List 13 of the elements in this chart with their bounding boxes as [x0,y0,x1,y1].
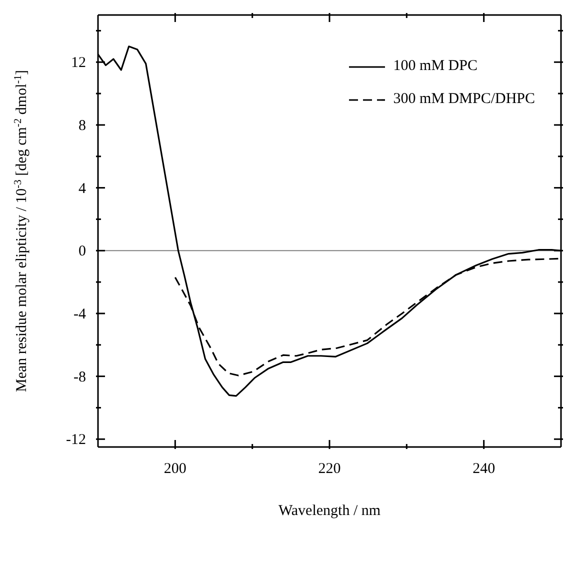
y-tick-label: -4 [74,306,86,322]
x-tick-label: 200 [164,461,186,477]
y-tick-label: 4 [78,180,86,197]
x-tick-label: 220 [318,461,341,477]
x-tick-label: 240 [472,461,496,477]
y-tick-label: 12 [71,55,86,72]
y-tick-label: 0 [78,244,86,260]
legend-label: 100 mM DPC [393,58,478,75]
y-tick-label: 8 [78,118,86,134]
legend-label: 300 mM DMPC/DHPC [393,91,535,108]
y-tick-label: -12 [66,432,86,448]
x-axis-title: Wavelength / nm [278,503,381,519]
y-tick-label: -8 [74,369,86,386]
